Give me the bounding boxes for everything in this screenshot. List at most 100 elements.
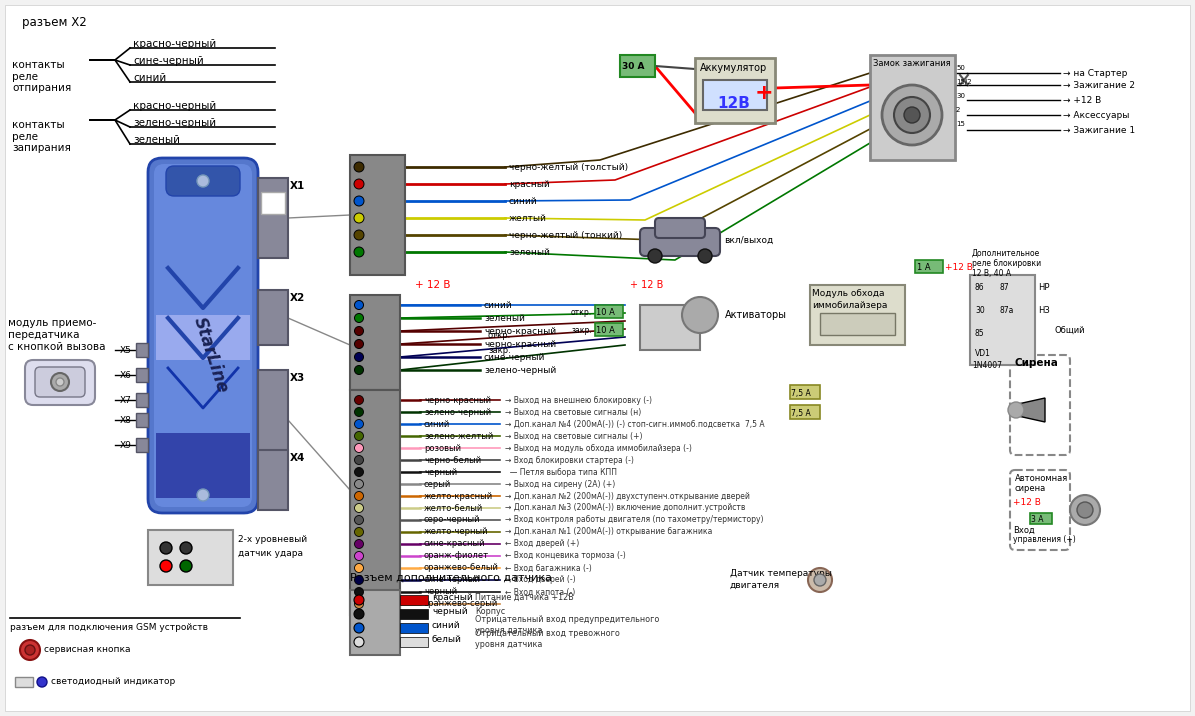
Text: розовый: розовый [424, 443, 461, 453]
Text: синий: синий [133, 73, 166, 83]
Text: разъем X2: разъем X2 [22, 16, 87, 29]
Text: Вход: Вход [1013, 526, 1035, 535]
Text: 10 А: 10 А [596, 326, 615, 334]
Circle shape [355, 301, 363, 309]
Text: → Выход на световые сигналы (н): → Выход на световые сигналы (н) [505, 407, 642, 417]
Text: зелено-черный: зелено-черный [133, 118, 216, 128]
Bar [595, 305, 623, 318]
Bar [148, 530, 233, 585]
Bar [350, 390, 400, 615]
Circle shape [355, 314, 363, 322]
Text: оранжево-белый: оранжево-белый [424, 563, 498, 573]
Bar [695, 58, 776, 123]
Circle shape [197, 175, 209, 187]
Circle shape [355, 563, 363, 573]
Circle shape [355, 503, 363, 513]
Circle shape [682, 297, 718, 333]
FancyBboxPatch shape [25, 360, 94, 405]
Text: красно-черный: красно-черный [133, 39, 216, 49]
Text: черно-красный: черно-красный [424, 395, 491, 405]
Text: X7: X7 [121, 395, 131, 405]
Text: двигателя: двигателя [730, 581, 780, 589]
Text: синий: синий [484, 301, 513, 309]
Text: Отрицательный вход предупредительного
уровня датчика: Отрицательный вход предупредительного ур… [474, 615, 660, 634]
Text: + 12 В: + 12 В [415, 280, 451, 290]
Circle shape [355, 551, 363, 561]
Text: черно-красный: черно-красный [484, 326, 556, 336]
Text: НЗ: НЗ [1038, 306, 1049, 314]
Bar [157, 315, 250, 360]
Circle shape [355, 516, 363, 525]
Text: 15: 15 [956, 121, 964, 127]
Text: черно-желтый (толстый): черно-желтый (толстый) [509, 163, 629, 172]
Text: Модуль обхода: Модуль обхода [811, 289, 884, 298]
Text: → Вход блокировки стартера (-): → Вход блокировки стартера (-) [505, 455, 633, 465]
Text: белый: белый [433, 634, 462, 644]
Text: 1 А: 1 А [917, 263, 931, 271]
Text: — Петля выбора типа КПП: — Петля выбора типа КПП [505, 468, 617, 477]
Circle shape [354, 213, 364, 223]
FancyBboxPatch shape [641, 228, 721, 256]
Text: 30 А: 30 А [623, 62, 644, 70]
Circle shape [354, 162, 364, 172]
Text: модуль приемо-
передатчика
с кнопкой вызова: модуль приемо- передатчика с кнопкой выз… [8, 319, 105, 352]
Text: закр.: закр. [571, 326, 592, 334]
Circle shape [355, 395, 363, 405]
Text: оранжево-серый: оранжево-серый [424, 599, 498, 609]
Text: синий: синий [424, 420, 451, 428]
Bar [1030, 513, 1052, 524]
Circle shape [903, 107, 920, 123]
Text: черно-красный: черно-красный [484, 339, 556, 349]
Text: серо-черный: серо-черный [424, 516, 480, 525]
Text: 1N4007: 1N4007 [972, 360, 1001, 369]
Text: 2: 2 [956, 107, 961, 113]
Circle shape [355, 576, 363, 584]
FancyBboxPatch shape [166, 166, 240, 196]
Text: Общий: Общий [1055, 326, 1085, 334]
Circle shape [197, 489, 209, 501]
Text: → Вход контроля работы двигателя (по тахометру/термистору): → Вход контроля работы двигателя (по тах… [505, 516, 764, 525]
Bar [820, 313, 895, 335]
Text: вкл/выход: вкл/выход [724, 236, 773, 244]
Bar [16, 677, 33, 687]
Text: → Выход на световые сигналы (+): → Выход на световые сигналы (+) [505, 432, 643, 440]
Text: X6: X6 [121, 370, 131, 379]
FancyBboxPatch shape [1010, 470, 1070, 550]
Text: 85: 85 [975, 329, 985, 337]
Bar [350, 155, 405, 275]
Text: датчик удара: датчик удара [238, 548, 304, 558]
Text: → Зажигание 1: → Зажигание 1 [1064, 125, 1135, 135]
Text: + 12 В: + 12 В [630, 280, 663, 290]
Text: Автономная: Автономная [1015, 473, 1068, 483]
Circle shape [355, 432, 363, 440]
FancyBboxPatch shape [35, 367, 85, 397]
Text: черный: черный [433, 606, 467, 616]
Text: ← Вход концевика тормоза (-): ← Вход концевика тормоза (-) [505, 551, 626, 561]
Text: серый: серый [424, 480, 452, 488]
Text: 3 А: 3 А [1031, 515, 1043, 523]
Text: +12 В: +12 В [1013, 498, 1041, 506]
Text: реле блокировки: реле блокировки [972, 258, 1041, 268]
Text: оранж-фиолет: оранж-фиолет [424, 551, 489, 561]
Text: Питание датчика +12В: Питание датчика +12В [474, 593, 574, 601]
Text: Датчик температуры: Датчик температуры [730, 569, 832, 578]
Bar [258, 450, 288, 510]
Text: сине-красный: сине-красный [424, 539, 485, 548]
FancyBboxPatch shape [154, 164, 252, 507]
Text: +12 В: +12 В [945, 263, 973, 271]
Text: → Доп.канал №2 (200мА(-)) двухступенч.открывание дверей: → Доп.канал №2 (200мА(-)) двухступенч.от… [505, 491, 750, 500]
Circle shape [20, 640, 39, 660]
Text: откр.: откр. [571, 307, 592, 316]
Bar [258, 290, 288, 345]
Text: желто-красный: желто-красный [424, 491, 494, 500]
Text: 87а: 87а [1000, 306, 1015, 314]
Circle shape [354, 196, 364, 206]
Bar [641, 305, 700, 350]
Text: → на Стартер: → на Стартер [1064, 69, 1127, 77]
Circle shape [354, 623, 364, 633]
Text: черно-белый: черно-белый [424, 455, 482, 465]
Circle shape [160, 560, 172, 572]
Text: → Доп.канал №3 (200мА(-)) включение дополнит.устройств: → Доп.канал №3 (200мА(-)) включение допо… [505, 503, 746, 513]
Text: желто-черный: желто-черный [424, 528, 489, 536]
Text: 15/2: 15/2 [956, 79, 972, 85]
